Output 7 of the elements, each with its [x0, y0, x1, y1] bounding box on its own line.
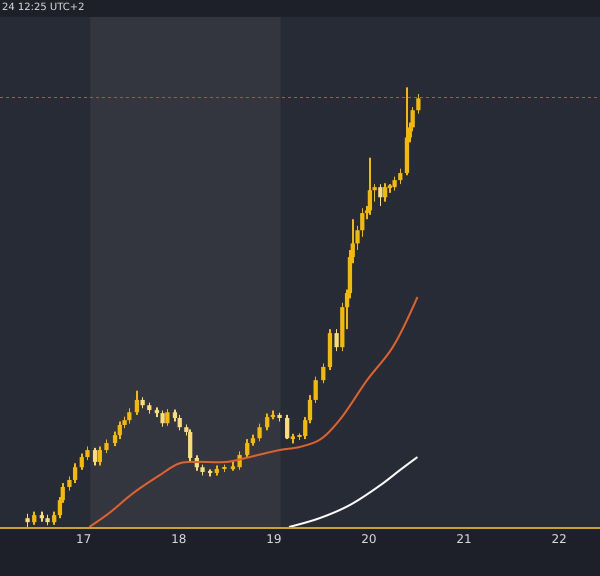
x-tick-label: 17 — [76, 532, 92, 546]
x-tick-label: 22 — [551, 532, 567, 546]
text: 24 12:25 UTC+2 — [2, 2, 84, 13]
x-tick-label: 18 — [171, 532, 186, 546]
x-tick-label: 19 — [266, 532, 282, 546]
x-tick-label: 21 — [456, 532, 472, 546]
x-tick-label: 20 — [361, 532, 377, 546]
